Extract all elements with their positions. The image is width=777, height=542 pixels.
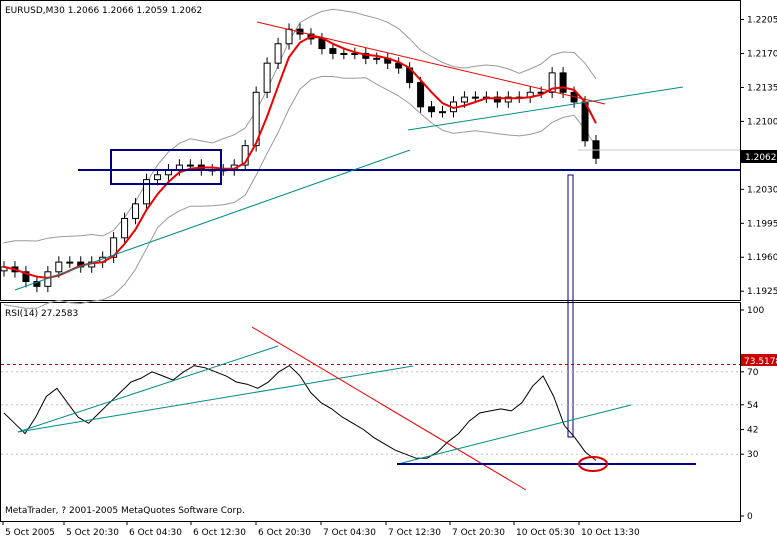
candle-body	[318, 38, 326, 50]
channel-line	[407, 86, 684, 131]
candle-body	[460, 96, 468, 103]
x-tick-label: 6 Oct 20:30	[258, 528, 311, 538]
price-tick-label: 1.1960	[747, 253, 777, 263]
rsi-tick-label: 42	[747, 425, 758, 435]
projection-box	[567, 174, 574, 438]
copyright-text: MetaTrader, ? 2001-2005 MetaQuotes Softw…	[5, 506, 245, 516]
candle-body	[66, 261, 74, 264]
candle-body	[263, 62, 271, 93]
rsi-tick-label: 0	[747, 512, 753, 522]
candle-body	[143, 179, 151, 205]
candle-body	[417, 82, 425, 108]
uptrend-line	[14, 149, 411, 291]
candle-body	[22, 271, 30, 283]
rsi-tick-label: 54	[747, 401, 759, 411]
candle-body	[285, 28, 293, 45]
x-tick-label: 7 Oct 20:30	[452, 528, 505, 538]
candle-body	[439, 111, 447, 114]
price-tick-label: 1.1925	[747, 287, 777, 297]
y-axis-ticks: 1.2205 1.2170 1.2135 1.2100 1.2030 1.1995 1.19…	[740, 15, 777, 297]
rsi-level-badge	[741, 354, 777, 366]
price-chart-title: EURUSD,M30 1.2066 1.2066 1.2059 1.2062	[5, 6, 202, 16]
candle-body	[110, 237, 118, 258]
price-annotations	[14, 21, 740, 438]
candle-body	[153, 174, 161, 181]
candle-body	[395, 62, 403, 69]
rsi-circle-marker	[578, 456, 608, 472]
x-tick-label: 7 Oct 12:30	[388, 528, 441, 538]
price-tick-label: 1.1995	[747, 219, 777, 229]
bollinger-upper-band	[3, 8, 597, 244]
price-tick-label: 1.2205	[747, 15, 777, 25]
rsi-tick-label: 100	[747, 306, 764, 316]
price-tick-label: 1.2135	[747, 83, 777, 93]
rsi-support-line	[17, 365, 414, 433]
x-tick-label: 10 Oct 13:30	[581, 528, 640, 538]
candle-body	[132, 203, 140, 219]
rsi-tick-label: 30	[747, 450, 759, 460]
moving-average-line	[3, 35, 597, 279]
candle-body	[373, 57, 381, 60]
candle-body	[329, 48, 337, 54]
rsi-channel-line	[397, 404, 632, 465]
rsi-chart-title: RSI(14) 27.2583	[5, 309, 78, 319]
x-tick-label: 5 Oct 20:30	[66, 528, 119, 538]
rsi-tick-label: 70	[747, 368, 759, 378]
price-tick-label: 1.2170	[747, 49, 777, 59]
consolidation-box	[110, 149, 222, 185]
rsi-indicator: 100 70 54 42 30 0	[1, 306, 764, 522]
rsi-panel-frame	[0, 302, 741, 522]
candle-body	[493, 96, 501, 103]
bollinger-bands	[3, 8, 597, 309]
price-badge	[741, 150, 777, 163]
rsi-line	[3, 364, 597, 461]
candle-body	[559, 72, 567, 93]
price-tick-label: 1.2100	[747, 117, 777, 127]
candle-body	[55, 261, 63, 273]
rsi-downtrend-line	[251, 326, 527, 491]
moving-average	[3, 35, 597, 279]
x-tick-label: 6 Oct 04:30	[129, 528, 182, 538]
x-tick-label: 7 Oct 04:30	[323, 528, 376, 538]
candle-body	[504, 96, 512, 103]
downtrend-line	[256, 21, 606, 105]
price-badge-label: 1.2062	[745, 153, 777, 163]
candle-body	[548, 72, 556, 93]
candle-body	[252, 91, 260, 147]
x-tick-label: 6 Oct 12:30	[193, 528, 246, 538]
rsi-level-label: 73.5178	[744, 357, 777, 367]
x-axis-labels: 5 Oct 2005 5 Oct 20:30 6 Oct 04:30 6 Oct 12…	[2, 521, 640, 538]
candle-body	[274, 43, 282, 64]
candle-body	[351, 52, 359, 55]
candle-body	[471, 96, 479, 99]
candle-body	[428, 106, 436, 113]
candle-body	[340, 52, 348, 55]
candle-body	[186, 164, 194, 167]
bollinger-lower-band	[3, 75, 597, 309]
x-tick-label: 10 Oct 05:30	[516, 528, 575, 538]
rsi-uptrend-line	[17, 345, 279, 433]
price-tick-label: 1.2030	[747, 185, 777, 195]
candle-body	[33, 281, 41, 287]
candle-body	[121, 217, 129, 239]
x-tick-label: 5 Oct 2005	[5, 528, 55, 538]
